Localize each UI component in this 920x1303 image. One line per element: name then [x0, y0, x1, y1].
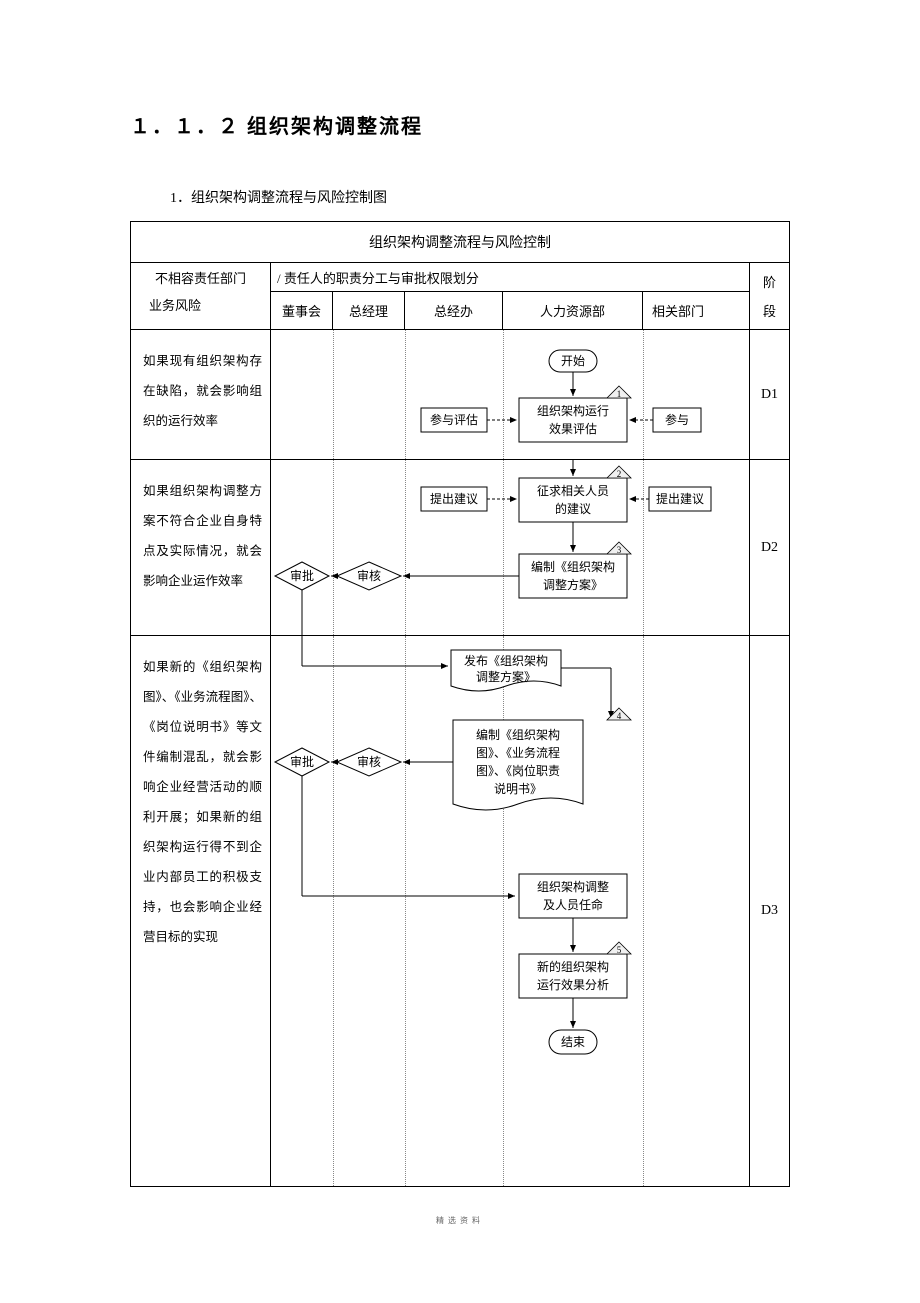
eval-label1: 组织架构运行 — [537, 403, 609, 418]
incompatible-text: 不相容 — [155, 271, 194, 286]
role-headers: 董事会 总经理 总经办 人力资源部 相关部门 — [271, 291, 749, 329]
phase-id-d1: D1 — [749, 330, 789, 459]
solicit-label1: 征求相关人员 — [537, 484, 609, 498]
flowchart-svg-d3: 发布《组织架构 调整方案》 4 编制《组织架构 图》、《业务流程 图》、《岗位职… — [271, 636, 713, 1186]
role-header: 总经理 — [333, 292, 405, 329]
compile-docs-l3: 图》、《岗位职责 — [476, 763, 560, 778]
section-heading: １．１．２ 组织架构调整流程 — [130, 110, 790, 139]
swimlanes-d3: 发布《组织架构 调整方案》 4 编制《组织架构 图》、《业务流程 图》、《岗位职… — [271, 636, 749, 1186]
phase-header-bottom: 段 — [763, 301, 776, 320]
adjust-l1: 组织架构调整 — [537, 879, 609, 894]
adjust-l2: 及人员任命 — [543, 897, 603, 912]
phase-id-d2: D2 — [749, 460, 789, 635]
step-number: 2 — [617, 469, 622, 479]
publish-label2: 调整方案》 — [476, 669, 536, 684]
roles-column: / 责任人的职责分工与审批权限划分 董事会 总经理 总经办 人力资源部 相关部门 — [271, 263, 749, 329]
compile-docs-l1: 编制《组织架构 — [476, 727, 560, 742]
swimlanes-d1: 开始 组织架构运行 效果评估 1 参与评估 — [271, 330, 749, 459]
business-risk-label: 业务风险 — [131, 291, 270, 329]
approve1-label: 审批 — [290, 568, 314, 583]
compile-docs-l4: 说明书》 — [494, 781, 542, 796]
analyze-l2: 运行效果分析 — [537, 977, 609, 992]
solicit-label2: 的建议 — [555, 501, 591, 516]
flowchart-svg-d2: 征求相关人员 的建议 2 提出建议 提出建议 — [271, 460, 713, 636]
subheading: 1．组织架构调整流程与风险控制图 — [170, 187, 790, 207]
role-header: 董事会 — [271, 292, 333, 329]
flowchart-table: 组织架构调整流程与风险控制 不相容责任部门 业务风险 / 责任人的职责分工与审批… — [130, 221, 790, 1187]
compile-plan-label1: 编制《组织架构 — [531, 559, 615, 574]
table-header-row: 不相容责任部门 业务风险 / 责任人的职责分工与审批权限划分 董事会 总经理 总… — [131, 263, 789, 330]
approve2-label: 审批 — [290, 754, 314, 769]
step-number: 3 — [617, 545, 622, 555]
step-number: 4 — [617, 711, 622, 721]
assess-part-label: 参与评估 — [430, 412, 478, 427]
role-header: 总经办 — [405, 292, 503, 329]
phase-id-d3: D3 — [749, 636, 789, 1186]
step-number: 1 — [617, 389, 622, 399]
role-header: 人力资源部 — [503, 292, 643, 329]
phase-row-d3: 如果新的《组织架构图》、《业务流程图》、《岗位说明书》等文件编制混乱，就会影响企… — [131, 636, 789, 1186]
suggest-right-label: 提出建议 — [656, 491, 704, 506]
phase-row-d1: 如果现有组织架构存在缺陷，就会影响组织的运行效率 — [131, 330, 789, 460]
risk-header-column: 不相容责任部门 业务风险 — [131, 263, 271, 329]
step-number: 5 — [617, 945, 622, 955]
start-label: 开始 — [561, 354, 585, 368]
table-title: 组织架构调整流程与风险控制 — [131, 222, 789, 263]
roles-title: / 责任人的职责分工与审批权限划分 — [271, 263, 749, 291]
review2-label: 审核 — [357, 754, 381, 769]
risk-text-d1: 如果现有组织架构存在缺陷，就会影响组织的运行效率 — [131, 330, 271, 459]
swimlanes-d2: 征求相关人员 的建议 2 提出建议 提出建议 — [271, 460, 749, 635]
publish-label1: 发布《组织架构 — [464, 653, 548, 668]
compile-docs-l2: 图》、《业务流程 — [476, 745, 560, 760]
phase-header: 阶 段 — [749, 263, 789, 329]
end-label: 结束 — [561, 1035, 585, 1049]
phase-header-top: 阶 — [763, 272, 776, 291]
compile-plan-label2: 调整方案》 — [543, 577, 603, 592]
analyze-l1: 新的组织架构 — [537, 959, 609, 974]
document-page: １．１．２ 组织架构调整流程 1．组织架构调整流程与风险控制图 组织架构调整流程… — [0, 0, 920, 1286]
role-header: 相关部门 — [643, 292, 713, 329]
review1-label: 审核 — [357, 568, 381, 583]
participate-label: 参与 — [665, 412, 689, 427]
phase-row-d2: 如果组织架构调整方案不符合企业自身特点及实际情况，就会影响企业运作效率 — [131, 460, 789, 636]
risk-text-d3: 如果新的《组织架构图》、《业务流程图》、《岗位说明书》等文件编制混乱，就会影响企… — [131, 636, 271, 1186]
suggest-left-label: 提出建议 — [430, 491, 478, 506]
risk-text-d2: 如果组织架构调整方案不符合企业自身特点及实际情况，就会影响企业运作效率 — [131, 460, 271, 635]
incompatible-label: 不相容责任部门 — [131, 263, 270, 291]
flowchart-svg-d1: 开始 组织架构运行 效果评估 1 参与评估 — [271, 330, 713, 460]
eval-label2: 效果评估 — [549, 421, 597, 436]
page-footer: 精选资料 — [130, 1215, 790, 1226]
responsibility-text: 责任部门 — [194, 271, 246, 286]
